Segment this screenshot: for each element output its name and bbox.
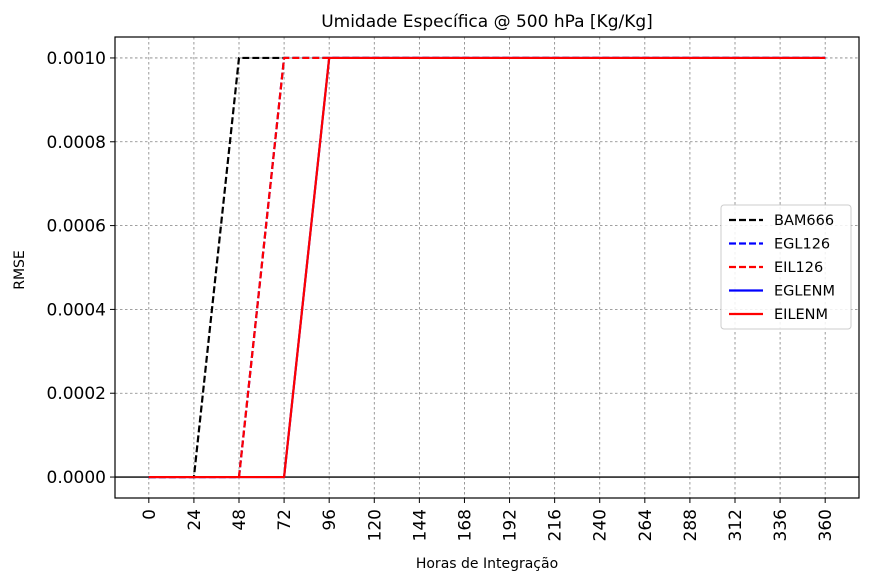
y-tick-label: 0.0000 <box>47 468 106 488</box>
chart-title: Umidade Específica @ 500 hPa [Kg/Kg] <box>321 12 653 32</box>
x-tick-label: 0 <box>140 509 160 520</box>
y-axis: 0.0000 0.0002 0.0004 0.0006 0.0008 0.0010 <box>47 49 115 488</box>
x-tick-label: 216 <box>546 509 566 541</box>
y-tick-label: 0.0008 <box>47 133 106 153</box>
x-tick-label: 48 <box>230 509 250 531</box>
x-tick-label: 168 <box>455 509 475 541</box>
legend-label: EGLENM <box>774 284 835 300</box>
legend-box <box>720 204 852 330</box>
legend: BAM666 EGL126 EIL126 EGLENM EILENM <box>720 204 852 330</box>
x-tick-label: 264 <box>636 509 656 541</box>
x-tick-label: 72 <box>275 509 295 531</box>
plot-frame <box>114 36 860 499</box>
x-tick-label: 144 <box>410 509 430 541</box>
x-axis: 0 24 48 72 96 120 144 168 192 216 240 264 288 312 336 3… <box>140 498 836 541</box>
x-tick-label: 336 <box>771 509 791 541</box>
legend-label: EIL126 <box>774 260 823 276</box>
series-layer <box>148 56 826 479</box>
y-tick-label: 0.0006 <box>47 217 106 237</box>
x-tick-label: 96 <box>320 509 340 531</box>
x-tick-label: 120 <box>365 509 385 541</box>
x-tick-label: 360 <box>816 509 836 541</box>
legend-label: EILENM <box>774 307 828 323</box>
legend-label: BAM666 <box>774 213 834 229</box>
y-axis-label: RMSE <box>12 250 28 290</box>
legend-label: EGL126 <box>774 237 830 253</box>
x-tick-label: 288 <box>681 509 701 541</box>
x-tick-label: 24 <box>185 509 205 531</box>
y-tick-label: 0.0010 <box>47 49 106 69</box>
series-line-eilenm <box>148 56 826 479</box>
x-tick-label: 312 <box>726 509 746 541</box>
y-tick-label: 0.0002 <box>47 384 106 404</box>
x-tick-label: 240 <box>591 509 611 541</box>
x-axis-label: Horas de Integração <box>416 556 558 572</box>
x-tick-label: 192 <box>501 509 521 541</box>
y-tick-label: 0.0004 <box>47 300 106 320</box>
